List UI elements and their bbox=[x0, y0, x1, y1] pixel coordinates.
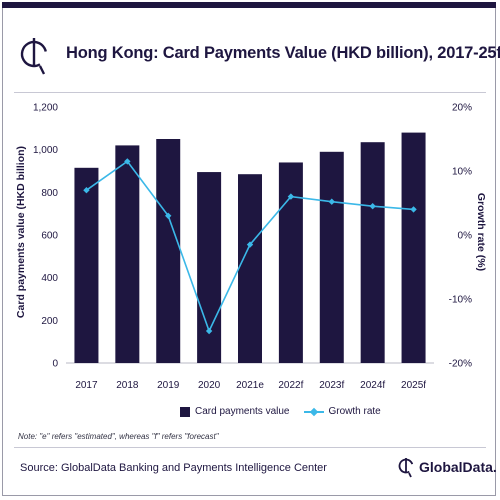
bar bbox=[360, 142, 385, 363]
bar bbox=[156, 139, 181, 363]
brand-logo: GlobalData. bbox=[398, 456, 497, 478]
x-tick-label: 2022f bbox=[278, 380, 303, 391]
x-tick-label: 2018 bbox=[116, 380, 139, 391]
footer-divider bbox=[14, 447, 486, 448]
y-tick-label-right: 10% bbox=[452, 167, 472, 178]
y-tick-label-right: -10% bbox=[449, 295, 472, 306]
x-tick-label: 2024f bbox=[360, 380, 385, 391]
growth-rate-point bbox=[369, 203, 376, 210]
growth-rate-point bbox=[165, 212, 172, 219]
x-tick-label: 2023f bbox=[319, 380, 344, 391]
growth-rate-point bbox=[328, 198, 335, 205]
chart-note: Note: "e" refers "estimated", whereas "f… bbox=[18, 432, 219, 441]
bar bbox=[197, 172, 222, 363]
growth-rate-point bbox=[83, 187, 90, 194]
bar bbox=[115, 145, 140, 363]
x-tick-label: 2020 bbox=[198, 380, 221, 391]
bar bbox=[74, 167, 99, 363]
legend: Card payments value Growth rate bbox=[180, 406, 381, 417]
bar bbox=[401, 132, 426, 363]
chart-title: Hong Kong: Card Payments Value (HKD bill… bbox=[66, 44, 500, 62]
growth-rate-point bbox=[410, 206, 417, 213]
source-text: Source: GlobalData Banking and Payments … bbox=[20, 462, 327, 474]
legend-bar-swatch bbox=[180, 406, 190, 417]
legend-label-line: Growth rate bbox=[328, 406, 381, 417]
y-tick-label-left: 800 bbox=[41, 188, 58, 199]
bar bbox=[278, 162, 303, 363]
globaldata-logo-icon bbox=[20, 38, 48, 75]
top-accent-bar bbox=[2, 2, 496, 8]
growth-rate-point bbox=[287, 193, 295, 200]
y-tick-label-right: -20% bbox=[449, 359, 472, 370]
y-tick-label-right: 20% bbox=[452, 103, 472, 114]
y-tick-label-left: 1,000 bbox=[33, 145, 58, 156]
y-tick-label-left: 200 bbox=[41, 316, 58, 327]
bar bbox=[319, 151, 344, 363]
title-divider bbox=[14, 92, 486, 93]
legend-line-swatch bbox=[303, 407, 324, 417]
bar bbox=[238, 174, 262, 363]
y-tick-label-left: 600 bbox=[41, 231, 58, 242]
legend-item-bars: Card payments value bbox=[180, 406, 290, 417]
legend-label-bars: Card payments value bbox=[195, 406, 290, 417]
y-tick-label-left: 0 bbox=[52, 359, 58, 370]
brand-name: GlobalData. bbox=[419, 459, 497, 475]
x-tick-label: 2021e bbox=[236, 380, 264, 391]
x-tick-label: 2025f bbox=[401, 380, 426, 391]
y-tick-label-left: 1,200 bbox=[33, 103, 58, 114]
x-tick-label: 2019 bbox=[157, 380, 180, 391]
globaldata-brand-icon bbox=[398, 458, 414, 478]
x-tick-label: 2017 bbox=[75, 380, 98, 391]
legend-item-line: Growth rate bbox=[303, 406, 381, 417]
y-tick-label-right: 0% bbox=[458, 231, 473, 242]
growth-rate-point bbox=[205, 327, 213, 335]
growth-rate-point bbox=[124, 158, 131, 165]
y-tick-label-left: 400 bbox=[41, 273, 58, 284]
growth-rate-point bbox=[246, 241, 254, 248]
